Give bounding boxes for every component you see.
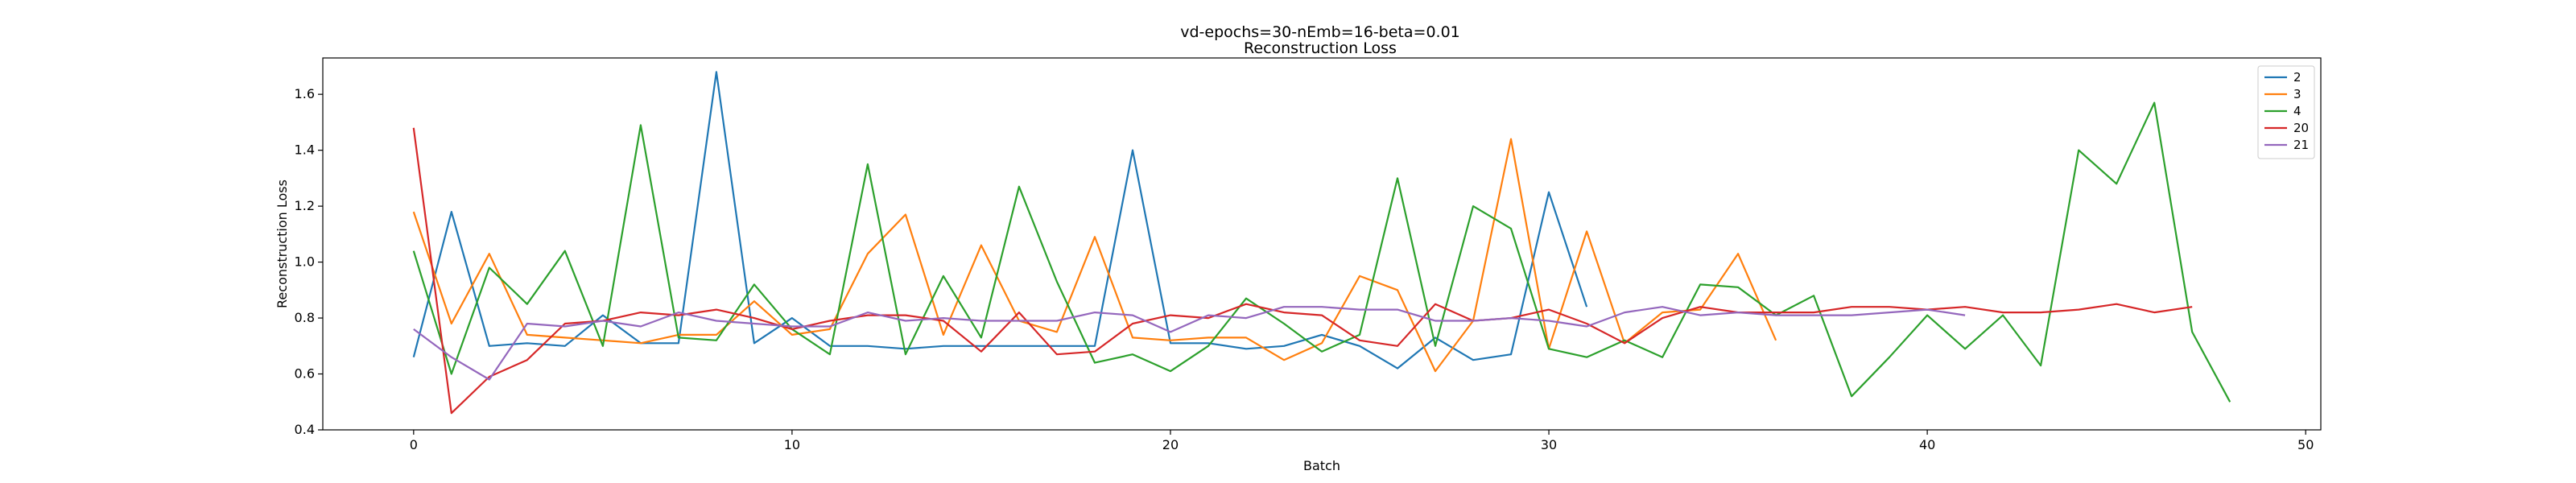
y-tick-label: 0.6: [295, 366, 315, 382]
y-tick-label: 1.0: [295, 254, 315, 270]
x-tick-label: 50: [2297, 437, 2314, 452]
y-axis-label: Reconstruction Loss: [275, 180, 290, 308]
ticks-layer: 0 10 20 30 40 50 0.4 0.6 0.8 1.0 1.2 1.4 1.6: [295, 86, 2314, 452]
chart-subtitle: Reconstruction Loss: [1244, 39, 1397, 57]
y-tick-label: 0.8: [295, 310, 315, 325]
legend-label-2: 2: [2293, 70, 2301, 85]
legend-label-3: 3: [2293, 87, 2301, 101]
legend-box: [2257, 65, 2315, 159]
y-tick-label: 0.4: [295, 422, 315, 437]
y-tick-label: 1.4: [295, 142, 315, 158]
legend: 2 3 4 20 21: [2257, 65, 2315, 159]
chart-title: vd-epochs=30-nEmb=16-beta=0.01: [1180, 23, 1460, 41]
legend-label-4: 4: [2293, 104, 2301, 118]
legend-label-20: 20: [2293, 121, 2309, 135]
series-line-21: [413, 306, 1966, 381]
y-tick-label: 1.6: [295, 86, 315, 101]
plot-frame: [322, 57, 2322, 431]
x-axis-label: Batch: [1303, 458, 1340, 473]
series-line-4: [412, 101, 2231, 402]
series-layer: [412, 71, 2231, 415]
x-tick-label: 20: [1162, 437, 1179, 452]
legend-label-21: 21: [2293, 138, 2309, 152]
y-tick-label: 1.2: [295, 198, 315, 213]
x-tick-label: 40: [1919, 437, 1935, 452]
x-tick-label: 0: [410, 437, 418, 452]
x-tick-label: 10: [784, 437, 800, 452]
x-tick-label: 30: [1541, 437, 1557, 452]
series-line-20: [412, 127, 2193, 415]
series-line-2: [412, 71, 1588, 369]
